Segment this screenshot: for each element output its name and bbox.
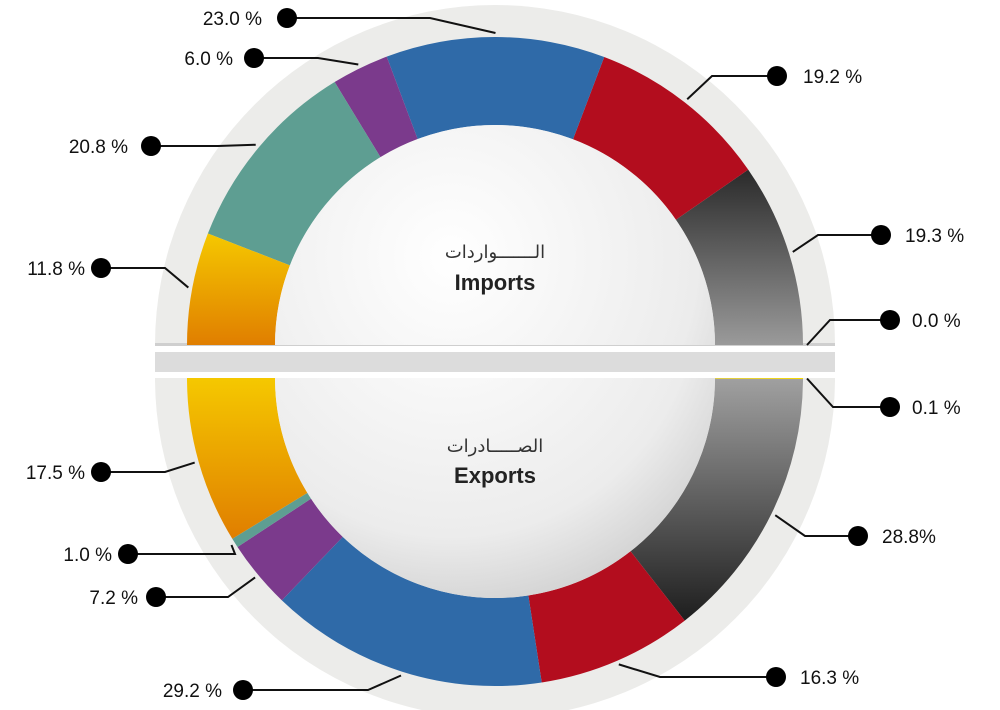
imports-segment-2 <box>573 57 749 220</box>
exports-inner-disc <box>275 378 715 598</box>
exports-leader-dot-2 <box>766 667 786 687</box>
imports-leader-line-6 <box>101 267 189 289</box>
exports-center-label-ar: الصـــــادرات <box>447 436 544 457</box>
exports-leader-line-1 <box>774 514 858 537</box>
imports-value-label-3: 23.0 % <box>203 9 262 30</box>
imports-leader-dot-3 <box>277 8 297 28</box>
imports-value-label-6: 11.8 % <box>27 259 85 280</box>
exports-leader-dot-1 <box>848 526 868 546</box>
imports-leader-line-1 <box>792 234 881 253</box>
imports-segment-6 <box>187 233 290 345</box>
imports-leader-dot-0 <box>880 310 900 330</box>
imports-segment-5 <box>207 82 381 266</box>
imports-leader-dot-1 <box>871 225 891 245</box>
imports-segment-1 <box>675 169 803 345</box>
imports-segment-3 <box>386 37 605 140</box>
exports-leader-dot-4 <box>146 587 166 607</box>
imports-value-label-0: 0.0 % <box>912 311 961 332</box>
exports-value-label-1: 28.8% <box>882 527 936 548</box>
exports-leader-dot-3 <box>233 680 253 700</box>
imports-leader-line-3 <box>287 17 496 34</box>
exports-segment-4 <box>237 498 343 601</box>
imports-value-label-4: 6.0 % <box>184 49 233 70</box>
segment-labels: 0.0 % 19.3 % 19.2 % 23.0 % 6.0 % 20.8 % 11.8 %… <box>26 8 964 702</box>
exports-segment-2 <box>528 551 685 683</box>
exports-leader-line-5 <box>128 544 237 555</box>
imports-donut <box>187 37 803 345</box>
imports-leader-line-2 <box>686 75 777 100</box>
exports-leader-dot-5 <box>118 544 138 564</box>
imports-inner-disc <box>275 125 715 345</box>
exports-segment-0 <box>714 378 803 379</box>
exports-segment-3 <box>281 536 542 686</box>
exports-leader-line-2 <box>618 663 776 678</box>
exports-value-label-4: 7.2 % <box>89 588 138 609</box>
exports-value-label-6: 17.5 % <box>26 463 85 484</box>
exports-segment-5 <box>232 492 312 547</box>
imports-leader-dot-5 <box>141 136 161 156</box>
exports-leader-dot-6 <box>91 462 111 482</box>
imports-center-label-en: Imports <box>455 270 536 295</box>
imports-leader-line-0 <box>806 319 890 346</box>
exports-leader-line-3 <box>243 674 402 691</box>
divider-strip <box>155 352 835 372</box>
exports-leader-line-4 <box>156 576 256 598</box>
imports-segment-4 <box>334 56 418 158</box>
imports-leader-dot-2 <box>767 66 787 86</box>
imports-leader-line-4 <box>254 57 359 66</box>
exports-value-label-2: 16.3 % <box>800 668 859 689</box>
exports-segment-1 <box>630 378 803 621</box>
exports-donut <box>187 378 803 686</box>
imports-leader-dot-6 <box>91 258 111 278</box>
exports-center-label-en: Exports <box>454 463 536 488</box>
exports-value-label-0: 0.1 % <box>912 398 961 419</box>
exports-value-label-3: 29.2 % <box>163 681 222 702</box>
imports-value-label-5: 20.8 % <box>69 137 128 158</box>
imports-value-label-1: 19.3 % <box>905 226 964 247</box>
exports-leader-line-0 <box>806 377 890 408</box>
exports-segment-6 <box>187 378 308 539</box>
exports-leader-line-6 <box>101 461 195 473</box>
imports-center-label-ar: الـــــــواردات <box>445 242 545 263</box>
exports-leader-dot-0 <box>880 397 900 417</box>
imports-leader-dot-4 <box>244 48 264 68</box>
imports-value-label-2: 19.2 % <box>803 67 862 88</box>
imports-leader-line-5 <box>151 143 256 147</box>
exports-value-label-5: 1.0 % <box>63 545 112 566</box>
